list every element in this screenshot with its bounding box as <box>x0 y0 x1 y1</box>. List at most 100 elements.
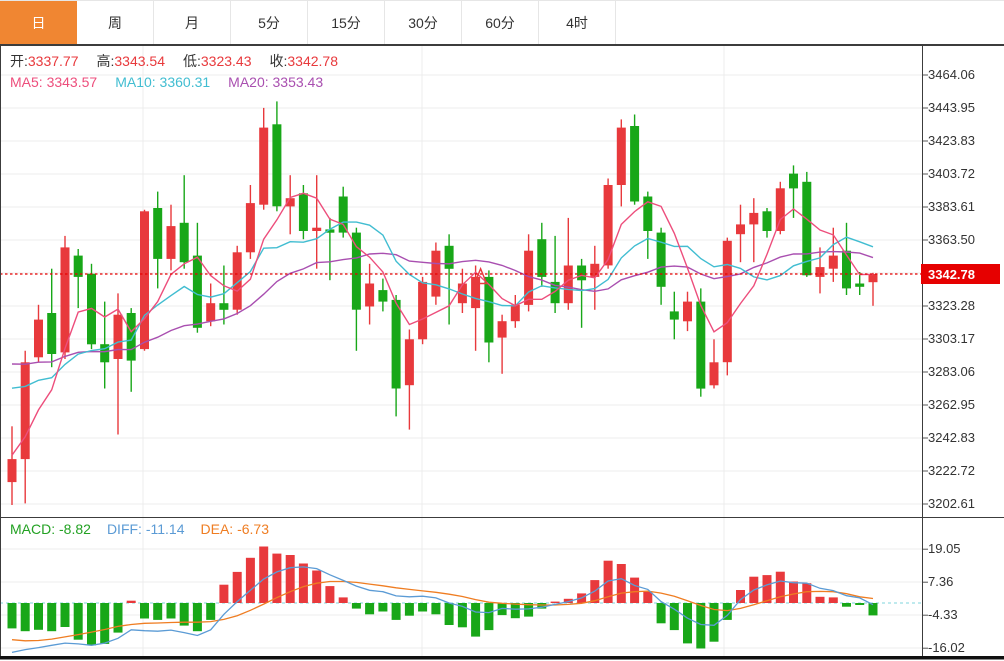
macd-bar <box>524 603 534 617</box>
price-axis-label: 3403.72 <box>928 166 975 182</box>
candle-body <box>192 255 202 328</box>
toolbar-tab-6[interactable]: 30分 <box>385 1 462 44</box>
macd-bar <box>325 586 335 603</box>
candle-body <box>616 127 626 185</box>
macd-bar <box>537 603 547 609</box>
macd-bar <box>206 603 216 620</box>
price-axis-label: 3303.17 <box>928 331 975 347</box>
toolbar-tab-3[interactable]: 月 <box>154 1 231 44</box>
macd-bar <box>815 596 825 603</box>
candle-body <box>868 274 878 283</box>
macd-bar <box>259 546 269 603</box>
macd-bar <box>166 603 176 619</box>
price-axis-label: 3423.83 <box>928 133 975 149</box>
price-axis-label: 3323.28 <box>928 298 975 314</box>
toolbar-tab-4[interactable]: 5分 <box>231 1 308 44</box>
candle-body <box>537 239 547 277</box>
close-readout: 收:3342.78 <box>270 51 339 71</box>
candle-body <box>828 255 838 269</box>
high-readout: 高:3343.54 <box>97 51 166 71</box>
macd-axis-label: 19.05 <box>928 541 961 557</box>
macd-bar <box>868 603 878 616</box>
ma20-line <box>11 250 874 365</box>
ma5-line <box>11 192 874 456</box>
macd-bar <box>842 603 851 607</box>
macd-bar <box>179 603 189 626</box>
price-axis-label: 3283.06 <box>928 364 975 380</box>
macd-bar <box>7 603 17 629</box>
candle-body <box>140 211 149 350</box>
macd-bar <box>656 603 666 624</box>
ma5-readout: MA5: 3343.57 <box>10 74 98 90</box>
dea-line <box>11 580 874 642</box>
macd-axis-label: -16.02 <box>928 640 965 656</box>
candle-body <box>73 255 83 277</box>
macd-axis-label: -4.33 <box>928 607 958 623</box>
candles <box>7 101 878 505</box>
open-label: 开: <box>10 53 28 69</box>
toolbar-tab-8[interactable]: 4时 <box>539 1 616 44</box>
candle-body <box>736 224 745 235</box>
candle-body <box>232 252 242 310</box>
candle-body <box>298 193 308 231</box>
candle-body <box>259 127 269 205</box>
macd-bar <box>60 603 70 627</box>
candle-body <box>656 232 666 287</box>
candle-body <box>47 313 57 354</box>
price-axis-label: 3262.95 <box>928 397 975 413</box>
candle-body <box>285 198 295 207</box>
macd-bar <box>736 590 745 603</box>
macd-bar <box>722 603 732 620</box>
macd-bar <box>550 601 560 603</box>
macd-histogram <box>7 546 878 649</box>
toolbar-tab-1[interactable]: 日 <box>0 1 77 44</box>
macd-bar <box>219 584 229 603</box>
macd-bar <box>140 603 149 619</box>
toolbar-tab-2[interactable]: 周 <box>77 1 154 44</box>
macd-bar <box>113 603 123 633</box>
high-value: 3343.54 <box>114 53 165 69</box>
ma-readout: MA5: 3343.57 MA10: 3360.31 MA20: 3353.43 <box>10 74 323 90</box>
macd-readout: MACD: -8.82 DIFF: -11.14 DEA: -6.73 <box>10 521 269 537</box>
price-axis-label: 3363.50 <box>928 232 975 248</box>
candle-body <box>563 265 573 304</box>
macd-bar <box>616 564 626 603</box>
diff-line <box>11 566 874 654</box>
macd-bar <box>378 603 388 612</box>
price-axis-label: 3383.61 <box>928 199 975 215</box>
candle-body <box>775 188 785 231</box>
macd-bar <box>391 603 401 620</box>
toolbar-tab-5[interactable]: 15分 <box>308 1 385 44</box>
candle-body <box>418 281 428 340</box>
candle-body <box>391 299 401 389</box>
candle-body <box>524 250 534 305</box>
candle-body <box>550 281 560 304</box>
macd-bar <box>669 603 679 631</box>
toolbar-tab-7[interactable]: 60分 <box>462 1 539 44</box>
candle-body <box>643 196 653 231</box>
candle-body <box>749 212 759 225</box>
macd-bar <box>762 575 772 603</box>
candle-body <box>603 185 613 266</box>
diff-value-readout: DIFF: -11.14 <box>106 521 185 537</box>
candle-body <box>577 265 587 281</box>
macd-bar <box>365 603 375 615</box>
candle-body <box>815 267 825 277</box>
candle-body <box>34 319 43 358</box>
macd-bar <box>192 603 202 632</box>
candle-body <box>471 276 481 309</box>
candle-body <box>166 226 176 259</box>
low-readout: 低:3323.43 <box>183 51 252 71</box>
candle-body <box>444 245 454 269</box>
signal-triangle-marker <box>473 266 488 285</box>
macd-bar <box>775 571 785 603</box>
macd-bar <box>484 603 494 631</box>
macd-bar <box>802 583 812 603</box>
macd-bar <box>73 603 83 640</box>
macd-bar <box>20 603 30 632</box>
macd-bar <box>643 591 653 603</box>
macd-bar <box>603 560 613 603</box>
candle-body <box>272 124 282 207</box>
dea-value-readout: DEA: -6.73 <box>200 521 270 537</box>
